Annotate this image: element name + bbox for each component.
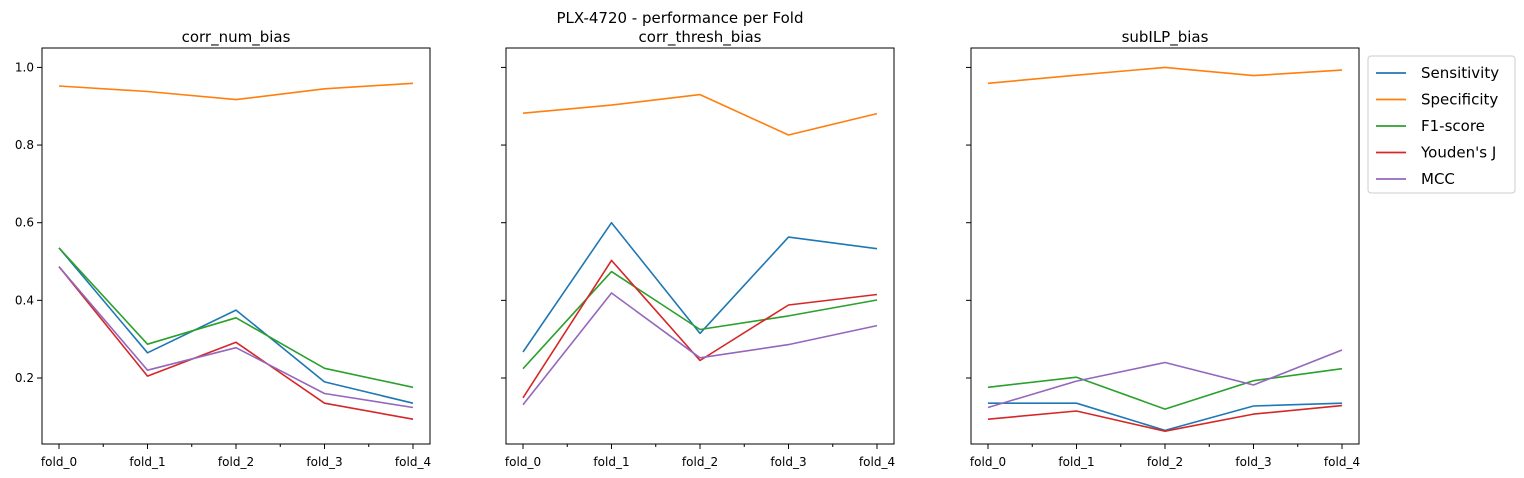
series-line-sensitivity — [58, 247, 414, 404]
series-line-specificity — [58, 82, 414, 101]
x-tick-label: fold_4 — [395, 455, 431, 469]
series-line-youden-s-j — [987, 404, 1343, 433]
chart-suptitle: PLX-4720 - performance per Fold — [557, 9, 804, 27]
y-tick-label: 0.4 — [15, 293, 34, 307]
y-tick-label: 0.2 — [15, 371, 34, 385]
legend-label: Sensitivity — [1421, 64, 1499, 82]
axes-frame — [970, 47, 1360, 445]
series-line-sensitivity — [988, 402, 1343, 432]
series-line-mcc — [522, 292, 878, 406]
series-line-mcc — [987, 349, 1343, 409]
series-line-f1-score — [58, 247, 414, 389]
legend-box — [1367, 55, 1516, 194]
series-line-youden-s-j — [58, 266, 414, 420]
series-line-f1-score — [987, 367, 1343, 410]
subplot-corr-thresh-bias: corr_thresh_bias fold_0 fold_1 fold_2 fold_3… — [501, 28, 895, 469]
subplot-subILP-bias: subILP_bias fold_0 fold_1 fold_2 fold_3 fold_… — [966, 28, 1360, 469]
series-line-specificity — [522, 93, 878, 136]
x-tick-label: fold_0 — [970, 455, 1006, 469]
x-tick-label: fold_1 — [129, 455, 165, 469]
x-tick-label: fold_3 — [306, 455, 342, 469]
series-line-mcc — [58, 266, 414, 409]
series-line-sensitivity — [522, 221, 878, 353]
chart-legend: Sensitivity Specificity F1-score Youden's J… — [1367, 55, 1516, 194]
x-tick-label: fold_4 — [859, 455, 895, 469]
subplot-corr-num-bias: corr_num_bias fold_0 fold_1 fold_2 fold_3 fol… — [15, 28, 431, 469]
x-tick-label: fold_0 — [505, 455, 541, 469]
legend-label: F1-score — [1421, 117, 1485, 135]
x-tick-label: fold_1 — [593, 455, 629, 469]
x-tick-label: fold_3 — [1235, 455, 1271, 469]
y-tick-label: 0.6 — [15, 216, 34, 230]
x-tick-label: fold_2 — [682, 455, 718, 469]
subplot-title: subILP_bias — [1122, 28, 1209, 47]
series-line-f1-score — [522, 270, 878, 370]
chart-panels: corr_num_bias fold_0 fold_1 fold_2 fold_3 fol… — [15, 28, 1360, 469]
x-tick-label: fold_2 — [1147, 455, 1183, 469]
series-line-specificity — [987, 66, 1343, 85]
y-tick-label: 1.0 — [15, 60, 34, 74]
x-tick-label: fold_2 — [218, 455, 254, 469]
x-tick-label: fold_0 — [41, 455, 77, 469]
legend-label: MCC — [1421, 170, 1455, 188]
axes-frame — [505, 47, 895, 445]
subplot-title: corr_thresh_bias — [639, 28, 762, 47]
legend-label: Specificity — [1421, 91, 1498, 109]
series-line-youden-s-j — [522, 259, 878, 399]
y-tick-label: 0.8 — [15, 138, 34, 152]
x-tick-label: fold_1 — [1058, 455, 1094, 469]
subplot-title: corr_num_bias — [182, 28, 291, 47]
legend-label: Youden's J — [1420, 144, 1496, 162]
x-tick-label: fold_3 — [770, 455, 806, 469]
x-tick-label: fold_4 — [1324, 455, 1360, 469]
axes-frame — [41, 47, 431, 445]
